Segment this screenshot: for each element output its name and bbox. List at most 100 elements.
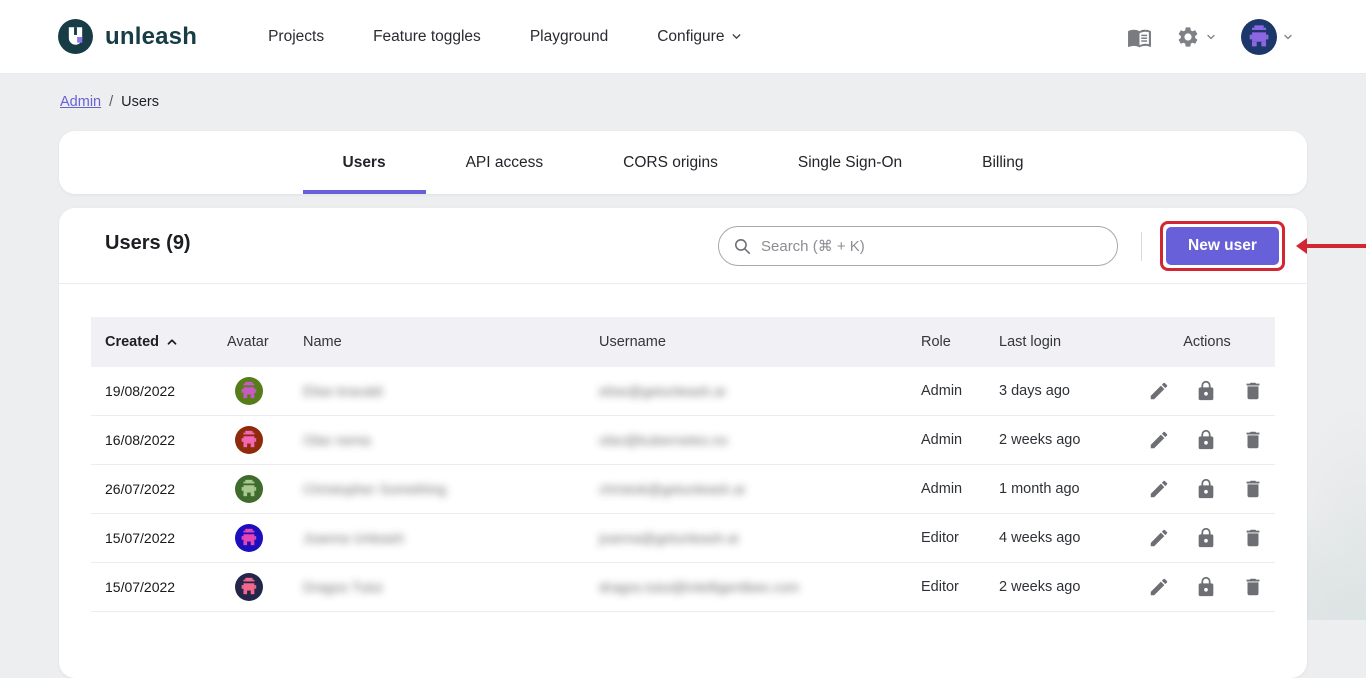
edit-user-icon[interactable] bbox=[1148, 527, 1170, 549]
change-password-lock-icon[interactable] bbox=[1195, 576, 1217, 598]
username-cell-redacted: christok@getunleash.ai bbox=[599, 481, 745, 497]
avatar-cell bbox=[225, 524, 301, 552]
avatar-cell bbox=[225, 377, 301, 405]
table-row: 19/08/2022 Elise kravald elise@getunleash.… bbox=[91, 367, 1275, 416]
created-cell: 15/07/2022 bbox=[105, 579, 176, 595]
delete-user-trash-icon[interactable] bbox=[1242, 527, 1264, 549]
role-cell: Editor bbox=[921, 530, 959, 546]
header-divider bbox=[1141, 232, 1142, 261]
search-icon bbox=[734, 238, 751, 254]
name-cell-redacted: Dragos Tutui bbox=[303, 579, 383, 595]
name-cell-redacted: Elise kravald bbox=[303, 383, 383, 399]
delete-user-trash-icon[interactable] bbox=[1242, 380, 1264, 402]
edit-user-icon[interactable] bbox=[1148, 478, 1170, 500]
breadcrumb-admin-link[interactable]: Admin bbox=[60, 94, 102, 110]
settings-gear-menu[interactable] bbox=[1176, 25, 1217, 49]
delete-user-trash-icon[interactable] bbox=[1242, 478, 1264, 500]
nav-playground[interactable]: Playground bbox=[529, 27, 609, 45]
chevron-down-icon bbox=[732, 34, 741, 39]
logo-text: unleash bbox=[105, 22, 198, 50]
role-cell: Editor bbox=[921, 579, 959, 595]
gear-icon bbox=[1178, 27, 1198, 47]
column-header-name: Name bbox=[303, 334, 342, 350]
topbar-right-actions bbox=[1127, 0, 1294, 74]
main-nav: Projects Feature toggles Playground Conf… bbox=[268, 28, 743, 46]
tab-api-access-label: API access bbox=[465, 153, 544, 171]
name-cell-redacted: Joanna Unleash bbox=[303, 530, 405, 546]
role-cell: Admin bbox=[921, 383, 963, 399]
username-cell-redacted: olav@kubernetes.no bbox=[599, 432, 728, 448]
user-avatar bbox=[235, 573, 263, 601]
nav-projects[interactable]: Projects bbox=[268, 27, 325, 45]
avatar-cell bbox=[225, 426, 301, 454]
table-header-row: Created Avatar Name Username Role Last l… bbox=[91, 317, 1275, 367]
edit-user-icon[interactable] bbox=[1148, 576, 1170, 598]
name-cell-redacted: Christopher Something bbox=[303, 481, 447, 497]
avatar-cell bbox=[225, 475, 301, 503]
tab-billing[interactable]: Billing bbox=[942, 131, 1063, 194]
breadcrumb-current: Users bbox=[121, 94, 160, 110]
new-user-button[interactable]: New user bbox=[1166, 227, 1279, 265]
created-cell: 15/07/2022 bbox=[105, 530, 176, 546]
last-login-cell: 3 days ago bbox=[999, 383, 1070, 399]
created-label: Created bbox=[105, 334, 159, 350]
change-password-lock-icon[interactable] bbox=[1195, 429, 1217, 451]
column-header-created[interactable]: Created bbox=[91, 334, 225, 350]
tab-api-access[interactable]: API access bbox=[426, 131, 584, 194]
top-navigation-bar: unleash Projects Feature toggles Playgro… bbox=[0, 0, 1366, 74]
unleash-logo-icon bbox=[57, 18, 94, 55]
column-header-role: Role bbox=[921, 334, 951, 350]
admin-tabs: Users API access CORS origins Single Sig… bbox=[59, 131, 1307, 194]
actions-cell bbox=[1137, 576, 1275, 598]
tab-cors-origins[interactable]: CORS origins bbox=[583, 131, 758, 194]
chevron-down-icon bbox=[1284, 34, 1292, 40]
user-avatar bbox=[235, 426, 263, 454]
search-box[interactable] bbox=[718, 226, 1118, 266]
tab-users-label: Users bbox=[342, 153, 386, 171]
column-header-avatar: Avatar bbox=[227, 334, 269, 350]
created-cell: 19/08/2022 bbox=[105, 383, 176, 399]
last-login-cell: 1 month ago bbox=[999, 481, 1080, 497]
delete-user-trash-icon[interactable] bbox=[1242, 576, 1264, 598]
last-login-cell: 4 weeks ago bbox=[999, 530, 1081, 546]
users-panel-header: Users (9) New user bbox=[59, 208, 1307, 284]
chevron-down-icon bbox=[1207, 34, 1215, 40]
user-avatar bbox=[235, 475, 263, 503]
name-cell-redacted: Olav nema bbox=[303, 432, 371, 448]
table-row: 16/08/2022 Olav nema olav@kubernetes.no Adm… bbox=[91, 416, 1275, 465]
search-input[interactable] bbox=[761, 237, 1103, 255]
nav-feature-toggles[interactable]: Feature toggles bbox=[373, 27, 481, 45]
users-panel: Users (9) New user Created Avatar Name U… bbox=[59, 208, 1307, 678]
change-password-lock-icon[interactable] bbox=[1195, 527, 1217, 549]
edit-user-icon[interactable] bbox=[1148, 429, 1170, 451]
delete-user-trash-icon[interactable] bbox=[1242, 429, 1264, 451]
actions-cell bbox=[1137, 527, 1275, 549]
column-header-actions: Actions bbox=[1183, 334, 1231, 350]
role-cell: Admin bbox=[921, 481, 963, 497]
profile-menu[interactable] bbox=[1241, 19, 1294, 55]
table-row: 15/07/2022 Joanna Unleash joanna@getunleas… bbox=[91, 514, 1275, 563]
username-cell-redacted: dragos.tutui@intelligentbee.com bbox=[599, 579, 800, 595]
tab-billing-label: Billing bbox=[982, 153, 1024, 171]
documentation-book-icon[interactable] bbox=[1127, 25, 1152, 50]
column-header-last-login: Last login bbox=[999, 334, 1062, 350]
tab-single-sign-on[interactable]: Single Sign-On bbox=[758, 131, 942, 194]
change-password-lock-icon[interactable] bbox=[1195, 380, 1217, 402]
table-row: 26/07/2022 Christopher Something christok@… bbox=[91, 465, 1275, 514]
edit-user-icon[interactable] bbox=[1148, 380, 1170, 402]
actions-cell bbox=[1137, 429, 1275, 451]
table-row: 15/07/2022 Dragos Tutui dragos.tutui@intel… bbox=[91, 563, 1275, 612]
tab-users[interactable]: Users bbox=[302, 131, 426, 194]
users-table: Created Avatar Name Username Role Last l… bbox=[91, 317, 1275, 612]
role-cell: Admin bbox=[921, 432, 963, 448]
change-password-lock-icon[interactable] bbox=[1195, 478, 1217, 500]
unleash-logo[interactable]: unleash bbox=[57, 18, 197, 55]
actions-cell bbox=[1137, 380, 1275, 402]
created-cell: 16/08/2022 bbox=[105, 432, 176, 448]
created-cell: 26/07/2022 bbox=[105, 481, 176, 497]
username-cell-redacted: elise@getunleash.ai bbox=[599, 383, 726, 399]
avatar-cell bbox=[225, 573, 301, 601]
last-login-cell: 2 weeks ago bbox=[999, 432, 1081, 448]
nav-configure[interactable]: Configure bbox=[657, 28, 743, 46]
breadcrumb: Admin / Users bbox=[60, 94, 159, 110]
